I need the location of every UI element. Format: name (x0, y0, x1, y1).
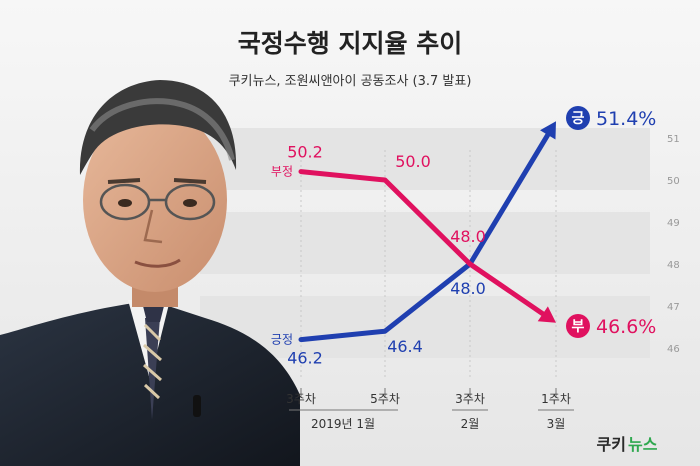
series-layer (298, 121, 556, 343)
data-label: 50.0 (395, 152, 431, 171)
end-badge-text: 긍 (572, 111, 585, 127)
end-badge-circle (566, 106, 590, 130)
y-tick-label: 46 (667, 344, 680, 355)
x-tick-label: 5주차 (370, 392, 400, 406)
logo-left-text: 쿠키 (597, 435, 626, 454)
y-tick-label: 49 (667, 218, 680, 229)
series-line-0 (298, 132, 551, 343)
y-tick-label: 47 (667, 302, 680, 313)
x-tick-label: 3주차 (286, 392, 316, 406)
chart-title: 국정수행 지지율 추이 (238, 29, 462, 58)
series-name-label: 긍정 (271, 333, 293, 347)
series-line-1 (298, 169, 546, 317)
data-label: 46.2 (287, 349, 323, 368)
series-name-label: 부정 (271, 165, 293, 179)
x-group-label: 2019년 1월 (311, 417, 375, 431)
x-tick-label: 3주차 (455, 392, 485, 406)
x-group-label: 2월 (461, 417, 480, 431)
end-badge-circle (566, 314, 590, 338)
series-arrow-0 (540, 121, 556, 140)
logo-right-text: 뉴스 (628, 435, 658, 454)
final-value-label: 46.6% (596, 316, 656, 338)
x-group-label: 3월 (547, 417, 566, 431)
grid-bands (200, 128, 650, 358)
data-label: 50.2 (287, 143, 323, 162)
data-label: 46.4 (387, 337, 423, 356)
x-tick-label: 1주차 (541, 392, 571, 406)
y-tick-label: 51 (667, 134, 680, 145)
data-label: 48.0 (450, 279, 486, 298)
y-tick-label: 48 (667, 260, 680, 271)
person-photo (0, 80, 300, 466)
y-tick-label: 50 (667, 176, 680, 187)
kukinews-logo: 쿠키 뉴스 (597, 435, 658, 454)
grid-band (200, 128, 650, 190)
series-arrow-1 (537, 306, 556, 323)
final-value-label: 51.4% (596, 108, 656, 130)
data-label: 48.0 (450, 227, 486, 246)
end-badge-text: 부 (572, 319, 585, 335)
chart-subtitle: 쿠키뉴스, 조원씨앤아이 공동조사 (3.7 발표) (229, 74, 472, 89)
